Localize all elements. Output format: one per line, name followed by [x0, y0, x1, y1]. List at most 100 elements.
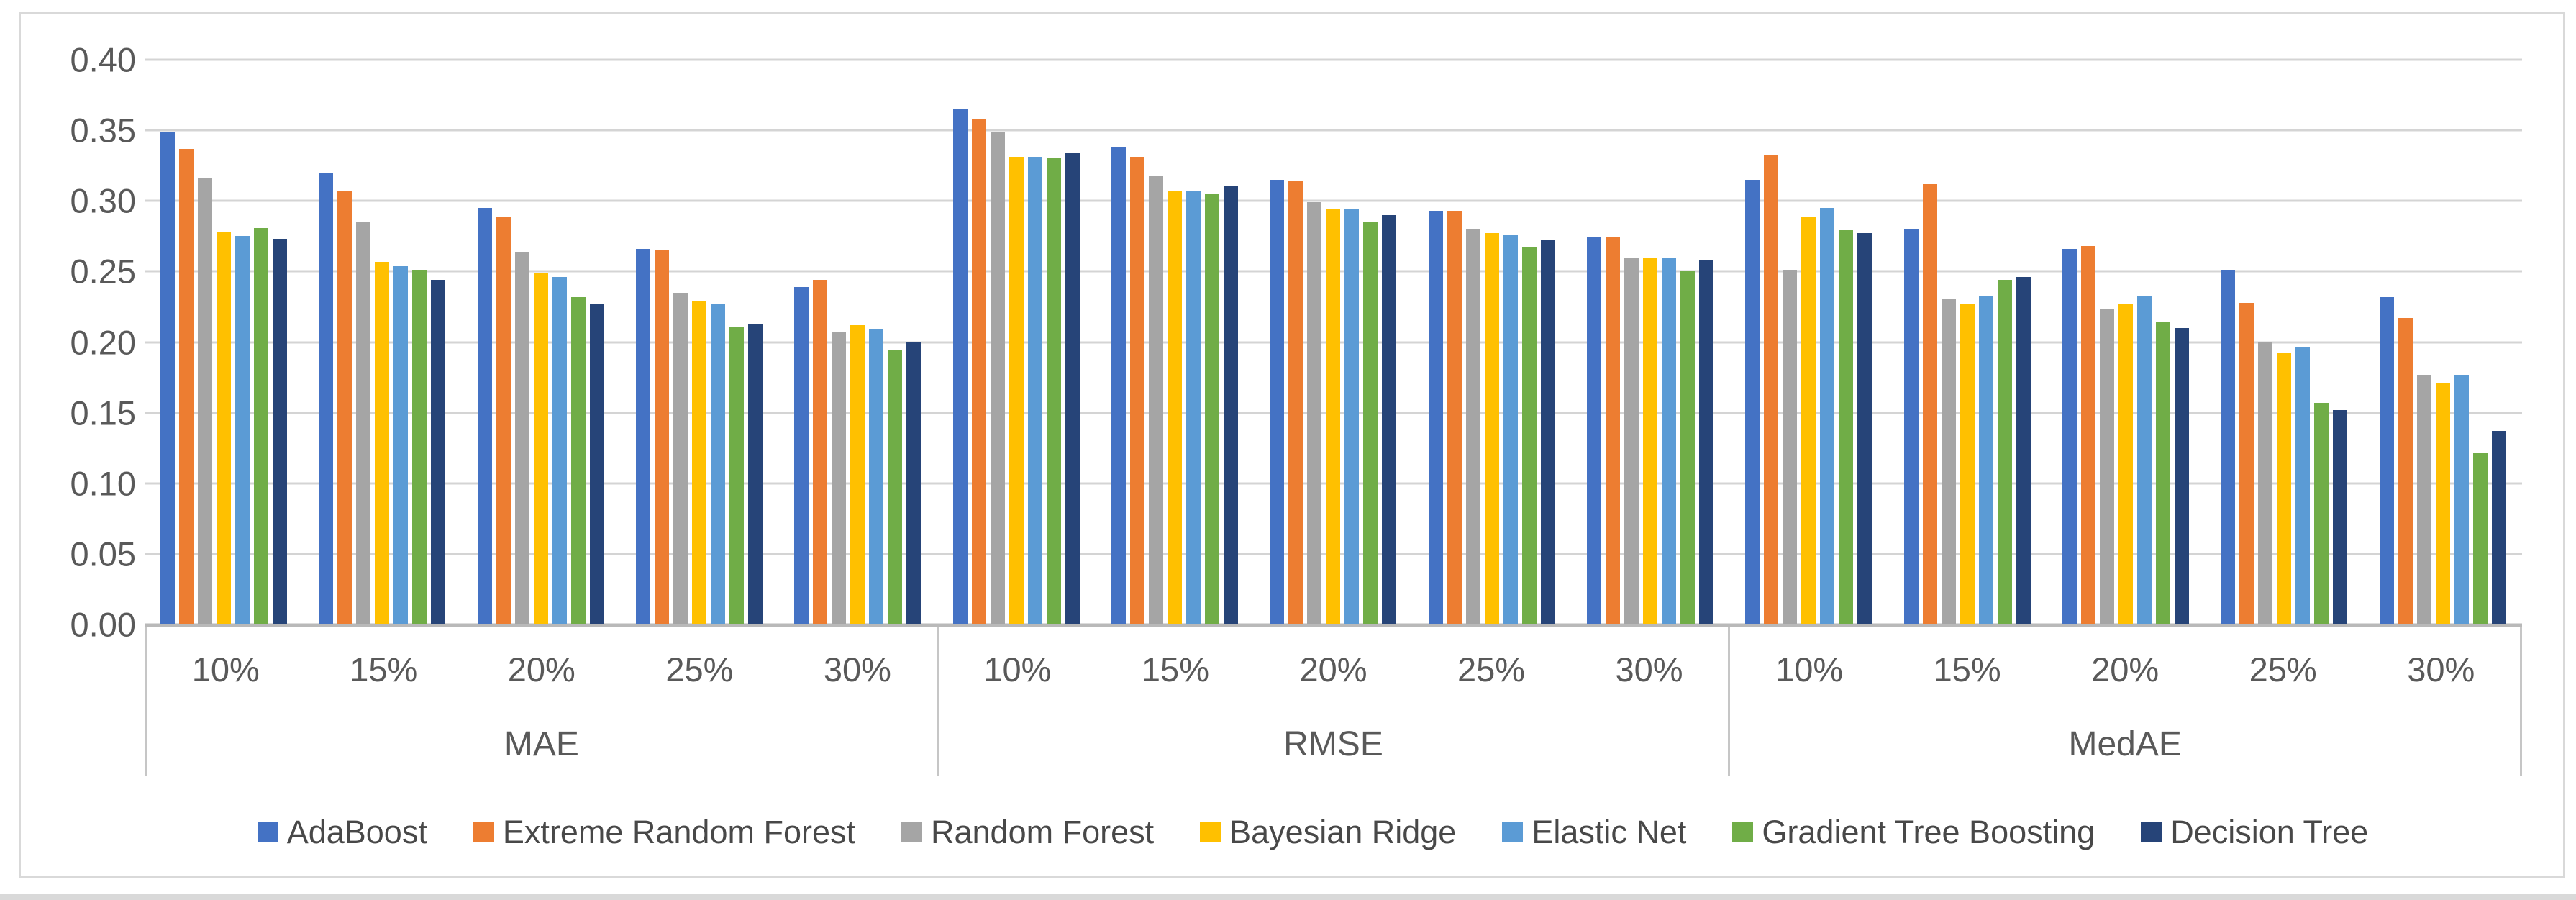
bar-extreme-random-forest [1447, 211, 1462, 624]
bar-gradient-tree-boosting [412, 270, 427, 624]
bar-extreme-random-forest [2239, 302, 2254, 624]
bar-adaboost [952, 109, 968, 624]
bar-decision-tree [2175, 327, 2190, 624]
legend-swatch-icon [257, 822, 278, 842]
category-label: 15% [1933, 650, 2001, 688]
y-axis-tick-label: 0.35 [70, 111, 136, 150]
category-label: 15% [350, 650, 418, 688]
bar-decision-tree [1699, 260, 1714, 624]
bar-random-forest [2416, 374, 2431, 624]
bar-cluster-RMSE-30% [1571, 60, 1729, 624]
bar-bayesian-ridge [850, 324, 865, 624]
bar-adaboost [2221, 270, 2236, 624]
bar-decision-tree [1540, 240, 1555, 624]
bar-decision-tree [2491, 431, 2506, 624]
category-group-MedAE: 10% 15% 20% 25% 30% MedAE [1728, 627, 2520, 776]
category-label: 25% [1457, 650, 1526, 688]
bar-elastic-net [2295, 347, 2311, 624]
bar-adaboost [1111, 147, 1127, 624]
legend-item-bayesian-ridge: Bayesian Ridge [1200, 814, 1456, 851]
legend-item-elastic-net: Elastic Net [1502, 814, 1686, 851]
bar-extreme-random-forest [337, 191, 352, 624]
legend-swatch-icon [1200, 822, 1221, 842]
bar-random-forest [832, 332, 847, 624]
category-group-MAE: 10% 15% 20% 25% 30% MAE [147, 627, 937, 776]
legend-item-gradient-tree-boosting: Gradient Tree Boosting [1732, 814, 2095, 851]
bar-cluster-RMSE-25% [1413, 60, 1571, 624]
metric-group-label: RMSE [1283, 724, 1383, 763]
bar-extreme-random-forest [1606, 237, 1621, 624]
bar-elastic-net [2454, 374, 2469, 624]
percent-label-row: 10% 15% 20% 25% 30% [939, 627, 1729, 712]
bar-gradient-tree-boosting [1363, 222, 1378, 624]
bar-elastic-net [1186, 191, 1201, 624]
bar-gradient-tree-boosting [570, 296, 586, 624]
bar-extreme-random-forest [655, 250, 670, 624]
bar-random-forest [356, 222, 371, 624]
bar-gradient-tree-boosting [2314, 402, 2329, 624]
bar-gradient-tree-boosting [1997, 280, 2012, 624]
bar-adaboost [636, 248, 651, 624]
bar-random-forest [673, 292, 688, 624]
category-label: 15% [1141, 650, 1209, 688]
y-axis: 0.40 0.35 0.30 0.25 0.20 0.15 0.10 0.05 0.00 [42, 43, 136, 642]
bar-random-forest [198, 178, 213, 624]
bar-random-forest [2258, 342, 2273, 624]
legend-label: AdaBoost [286, 814, 427, 850]
bar-cluster-RMSE-15% [1096, 60, 1254, 624]
y-axis-tick-label: 0.20 [70, 323, 136, 361]
category-label: 30% [2407, 650, 2475, 688]
y-axis-tick-label: 0.10 [70, 464, 136, 503]
bar-bayesian-ridge [1960, 304, 1975, 624]
y-axis-tick-label: 0.00 [70, 605, 136, 644]
bar-bayesian-ridge [375, 261, 390, 624]
category-label: 10% [1775, 650, 1844, 688]
bar-decision-tree [1382, 214, 1397, 624]
bar-adaboost [1270, 179, 1285, 624]
legend-label: Extreme Random Forest [502, 814, 855, 850]
chart-frame: 0.40 0.35 0.30 0.25 0.20 0.15 0.10 0.05 0.00 10%… [19, 12, 2565, 878]
bar-bayesian-ridge [692, 301, 707, 624]
bar-cluster-MAE-30% [778, 60, 937, 624]
bar-random-forest [1307, 202, 1322, 624]
bar-bayesian-ridge [533, 273, 548, 624]
bar-cluster-MedAE-15% [1888, 60, 2047, 624]
legend-swatch-icon [1502, 822, 1524, 842]
gridline [145, 58, 2522, 61]
bar-gradient-tree-boosting [1839, 230, 1854, 624]
legend-item-extreme-random-forest: Extreme Random Forest [473, 814, 855, 851]
bar-cluster-MAE-25% [620, 60, 778, 624]
bar-adaboost [2379, 296, 2394, 624]
y-axis-tick-label: 0.30 [70, 181, 136, 220]
bar-elastic-net [1344, 209, 1360, 624]
bar-gradient-tree-boosting [1205, 194, 1220, 624]
category-label: 20% [507, 650, 575, 688]
y-axis-tick-label: 0.05 [70, 535, 136, 573]
bar-cluster-MedAE-10% [1729, 60, 1888, 624]
bar-adaboost [1587, 237, 1602, 624]
bar-extreme-random-forest [1764, 155, 1779, 624]
bar-adaboost [1428, 211, 1443, 624]
bar-random-forest [2100, 309, 2115, 624]
bar-bayesian-ridge [217, 232, 232, 624]
bar-adaboost [794, 286, 809, 624]
legend-label: Bayesian Ridge [1229, 814, 1457, 850]
bar-cluster-RMSE-20% [1254, 60, 1412, 624]
bar-bayesian-ridge [1009, 157, 1024, 624]
category-label: 10% [191, 650, 260, 688]
y-axis-tick-label: 0.25 [70, 252, 136, 291]
category-label: 30% [1615, 650, 1683, 688]
bar-bayesian-ridge [1643, 257, 1658, 624]
bar-bayesian-ridge [1801, 216, 1816, 624]
bar-gradient-tree-boosting [2472, 452, 2488, 624]
bar-adaboost [319, 173, 334, 624]
bar-bayesian-ridge [1484, 233, 1499, 624]
x-axis-line [145, 624, 2522, 627]
bar-elastic-net [1027, 157, 1042, 624]
bar-decision-tree [273, 239, 288, 624]
category-label: 20% [2091, 650, 2159, 688]
bar-adaboost [477, 208, 492, 624]
legend-item-adaboost: AdaBoost [257, 814, 427, 851]
bar-decision-tree [1065, 153, 1080, 624]
bar-extreme-random-forest [496, 216, 511, 624]
